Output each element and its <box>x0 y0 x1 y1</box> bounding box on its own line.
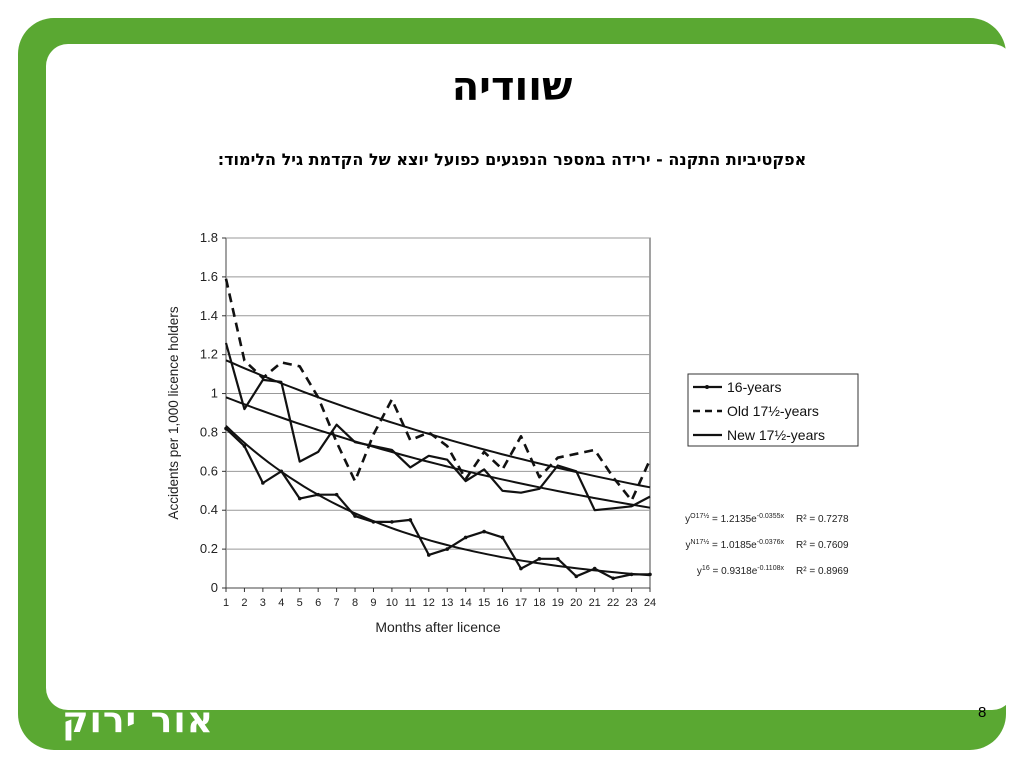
data-point <box>629 572 634 577</box>
x-tick-label: 23 <box>625 597 637 609</box>
x-tick-label: 9 <box>370 597 376 609</box>
x-tick-label: 2 <box>241 597 247 609</box>
y-axis-label: Accidents per 1,000 licence holders <box>166 306 181 519</box>
trend-equation: yO17½ = 1.2135e-0.0355x R² = 0.7278 <box>685 512 849 525</box>
equation-part: y <box>697 566 702 577</box>
data-point <box>408 518 413 522</box>
x-tick-label: 11 <box>405 597 416 609</box>
x-tick-label: 4 <box>278 597 284 609</box>
equation-superscript: N17½ <box>691 538 710 546</box>
page-number: 8 <box>978 704 987 721</box>
data-point <box>463 535 468 540</box>
y-tick-label: 1.8 <box>200 230 218 245</box>
data-point <box>371 520 376 524</box>
x-tick-label: 7 <box>334 597 340 609</box>
logo: אור ירוק <box>62 700 214 741</box>
equation-superscript: -0.0355x <box>757 513 785 520</box>
x-tick-label: 17 <box>515 597 527 609</box>
data-point <box>334 492 339 497</box>
legend-marker <box>705 385 709 389</box>
data-point <box>426 553 431 557</box>
data-point <box>261 481 265 485</box>
plot-area <box>225 237 651 589</box>
trendline <box>225 425 651 577</box>
x-tick-label: 12 <box>423 597 435 609</box>
equation-superscript: -0.0376x <box>757 539 785 546</box>
x-tick-label: 1 <box>223 597 229 609</box>
equation-r2: R² = 0.7278 <box>796 514 849 525</box>
data-point <box>297 496 302 501</box>
y-tick-label: 0.4 <box>200 502 218 517</box>
x-axis-label: Months after licence <box>375 619 500 635</box>
legend-label: Old 17½-years <box>727 403 819 419</box>
x-tick-label: 19 <box>552 597 564 609</box>
legend-label: New 17½-years <box>727 427 825 443</box>
data-point <box>445 547 450 551</box>
y-tick-label: 0 <box>211 580 218 595</box>
y-tick-label: 0.8 <box>200 424 218 439</box>
equation-text: yO17½ = 1.2135e-0.0355x <box>685 512 784 525</box>
x-tick-label: 3 <box>260 597 266 609</box>
data-point <box>353 514 357 518</box>
data-point <box>224 426 228 431</box>
y-tick-label: 1 <box>211 386 218 401</box>
equation-part: = 1.2135e <box>709 514 757 525</box>
legend: 16-years Old 17½-years New 17½-years <box>687 373 859 447</box>
data-point <box>519 566 523 571</box>
x-tick-label: 22 <box>607 597 619 609</box>
equation-text: yN17½ = 1.0185e-0.0376x <box>686 538 785 551</box>
x-tick-label: 21 <box>589 597 601 609</box>
y-tick-label: 1.6 <box>200 269 218 284</box>
legend-label: 16-years <box>727 379 781 395</box>
trendline <box>225 359 651 489</box>
x-tick-label: 5 <box>297 597 303 609</box>
data-point <box>556 557 560 561</box>
data-point <box>537 557 542 561</box>
equation-r2: R² = 0.7609 <box>796 540 849 551</box>
x-tick-label: 14 <box>460 597 472 609</box>
x-tick-label: 16 <box>496 597 508 609</box>
data-point <box>574 574 579 579</box>
equation-part: y <box>686 540 691 551</box>
x-tick-label: 8 <box>352 597 358 609</box>
equation-part: = 1.0185e <box>709 540 757 551</box>
series-line <box>225 427 650 580</box>
slide-subtitle: אפקטיביות התקנה - ירידה במספר הנפגעים כפ… <box>217 150 807 169</box>
trend-equation: yN17½ = 1.0185e-0.0376x R² = 0.7609 <box>686 538 849 551</box>
equation-part: = 0.9318e <box>710 566 758 577</box>
x-tick-label: 20 <box>570 597 582 609</box>
x-tick-label: 24 <box>644 597 656 609</box>
slide-title: שוודיה <box>451 64 573 110</box>
y-tick-label: 1.4 <box>200 308 218 323</box>
trendline <box>225 396 651 509</box>
y-tick-label: 0.6 <box>200 463 218 478</box>
data-point <box>279 469 284 474</box>
y-tick-label: 1.2 <box>200 347 218 362</box>
x-tick-label: 6 <box>315 597 321 609</box>
data-point <box>592 566 597 571</box>
equation-superscript: -0.1108x <box>757 565 784 572</box>
trend-equation: y16 = 0.9318e-0.1108x R² = 0.8969 <box>697 565 849 577</box>
data-point <box>390 520 394 524</box>
data-point <box>242 444 247 448</box>
series-line <box>224 342 651 512</box>
x-tick-label: 15 <box>478 597 490 609</box>
equation-part: y <box>685 514 690 525</box>
x-tick-label: 10 <box>386 597 398 609</box>
equation-superscript: 16 <box>702 565 710 572</box>
x-tick-label: 18 <box>533 597 545 609</box>
equation-r2: R² = 0.8969 <box>796 566 849 577</box>
data-point <box>500 535 505 540</box>
x-tick-label: 13 <box>441 597 453 609</box>
equation-text: y16 = 0.9318e-0.1108x <box>697 565 785 577</box>
data-point <box>611 576 615 581</box>
data-point <box>316 492 320 497</box>
data-point <box>482 529 486 534</box>
data-point <box>648 572 652 577</box>
y-tick-label: 0.2 <box>200 541 218 556</box>
equation-superscript: O17½ <box>690 512 709 520</box>
